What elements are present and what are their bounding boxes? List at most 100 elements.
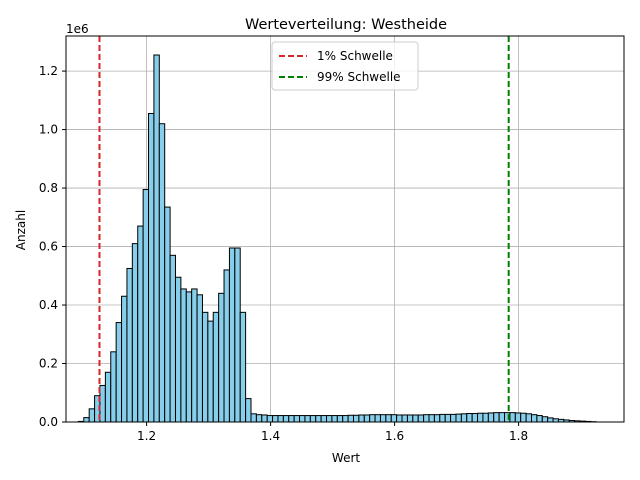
histogram-bar xyxy=(272,415,279,423)
histogram-bar xyxy=(369,414,376,423)
histogram-bar xyxy=(428,414,435,423)
histogram-bar xyxy=(164,206,171,423)
y-axis-ticks: 0.0 0.2 0.4 0.6 0.8 1.0 1.2 xyxy=(39,64,66,429)
histogram-bar xyxy=(498,412,506,423)
y-offset-label: 1e6 xyxy=(66,22,89,36)
y-tick-label: 0.8 xyxy=(39,181,58,195)
histogram-bar xyxy=(288,415,295,423)
histogram-bar xyxy=(191,288,198,423)
y-tick-label: 0.6 xyxy=(39,240,58,254)
histogram-bar xyxy=(228,247,236,423)
y-tick-label: 0.2 xyxy=(39,357,58,371)
histogram-bar xyxy=(201,311,209,423)
histogram-bar xyxy=(423,414,430,423)
histogram-bar xyxy=(352,414,360,423)
histogram-bar xyxy=(477,412,484,423)
histogram-bar xyxy=(121,295,128,423)
histogram-bar xyxy=(126,267,133,423)
histogram-bar xyxy=(185,291,193,423)
histogram-bar xyxy=(487,412,495,423)
x-axis-label: Wert xyxy=(332,451,360,465)
histogram-bar xyxy=(385,414,392,423)
histogram-bar xyxy=(471,413,479,423)
histogram-bar xyxy=(255,414,263,423)
histogram-bar xyxy=(277,415,284,423)
histogram-bar xyxy=(444,413,452,423)
histogram-bar xyxy=(396,414,403,423)
histogram-bar xyxy=(110,351,117,423)
histogram-bar xyxy=(266,415,274,423)
histogram-bar xyxy=(250,413,257,423)
histogram-bar xyxy=(358,414,365,423)
histogram-bar xyxy=(239,311,247,423)
histogram-bar xyxy=(520,412,527,423)
histogram-bar xyxy=(153,54,160,423)
histogram-bar xyxy=(282,415,290,423)
histogram-bar xyxy=(406,414,414,423)
histogram-bar xyxy=(180,288,187,423)
histogram-bar xyxy=(379,414,387,423)
histogram-bar xyxy=(412,414,419,423)
legend-box xyxy=(271,41,419,91)
histogram-bar xyxy=(304,415,311,423)
histogram-bar xyxy=(450,413,457,423)
histogram-bar xyxy=(131,243,139,423)
histogram-bar xyxy=(514,412,522,423)
histogram-bar xyxy=(390,414,398,423)
histogram-bar xyxy=(525,413,532,423)
histogram-bar xyxy=(212,311,220,423)
histogram-bar xyxy=(363,414,371,423)
histogram-bar xyxy=(466,413,473,423)
histogram-bar xyxy=(234,247,241,423)
histogram-bar xyxy=(347,414,354,423)
histogram-bar xyxy=(196,294,203,423)
histogram-bar xyxy=(83,417,90,423)
histogram-bar xyxy=(401,414,408,423)
x-tick-label: 1.8 xyxy=(509,429,528,443)
histogram-bar xyxy=(104,371,112,423)
histogram-bar xyxy=(320,415,328,423)
histogram-bar xyxy=(261,414,268,423)
histogram-bar xyxy=(417,414,425,423)
histogram-bar xyxy=(99,384,106,423)
x-tick-label: 1.4 xyxy=(261,429,280,443)
x-tick-label: 1.6 xyxy=(385,429,404,443)
histogram-bar xyxy=(137,225,144,423)
histogram-bar xyxy=(299,415,306,423)
legend-label-1pct: 1% Schwelle xyxy=(317,49,393,63)
histogram-bar xyxy=(245,398,252,423)
y-tick-label: 1.2 xyxy=(39,64,58,78)
x-axis-ticks: 1.2 1.4 1.6 1.8 xyxy=(137,422,528,443)
histogram-bar xyxy=(433,414,441,423)
plot-frame xyxy=(65,35,625,423)
histogram-bar xyxy=(207,320,214,423)
threshold-lines xyxy=(98,36,510,422)
histogram-bar xyxy=(439,413,446,423)
histogram-bar xyxy=(374,414,381,423)
legend: 1% Schwelle 99% Schwelle xyxy=(271,41,419,91)
histogram-bar xyxy=(115,322,123,423)
histogram-bar xyxy=(223,269,230,423)
histogram-bar xyxy=(218,292,225,423)
histogram-bar xyxy=(315,415,322,423)
y-axis-label: Anzahl xyxy=(14,210,28,250)
y-tick-label: 0.4 xyxy=(39,298,58,312)
histogram-bar xyxy=(336,415,344,423)
x-tick-label: 1.2 xyxy=(137,429,156,443)
histogram-bar xyxy=(169,254,176,423)
histogram-bar xyxy=(309,415,317,423)
y-tick-label: 0.0 xyxy=(39,415,58,429)
histogram-bar xyxy=(293,415,301,423)
histogram-bar xyxy=(142,189,150,423)
histogram-bar xyxy=(482,412,489,423)
histogram-bar xyxy=(326,415,333,423)
y-tick-label: 1.0 xyxy=(39,123,58,137)
histogram-bar xyxy=(148,112,155,423)
chart-title: Werteverteilung: Westheide xyxy=(245,17,447,33)
histogram-bar xyxy=(536,415,543,423)
legend-label-99pct: 99% Schwelle xyxy=(317,70,401,84)
histogram-bar xyxy=(342,415,349,423)
histogram-bar xyxy=(460,413,468,423)
histogram-bar xyxy=(530,414,538,423)
